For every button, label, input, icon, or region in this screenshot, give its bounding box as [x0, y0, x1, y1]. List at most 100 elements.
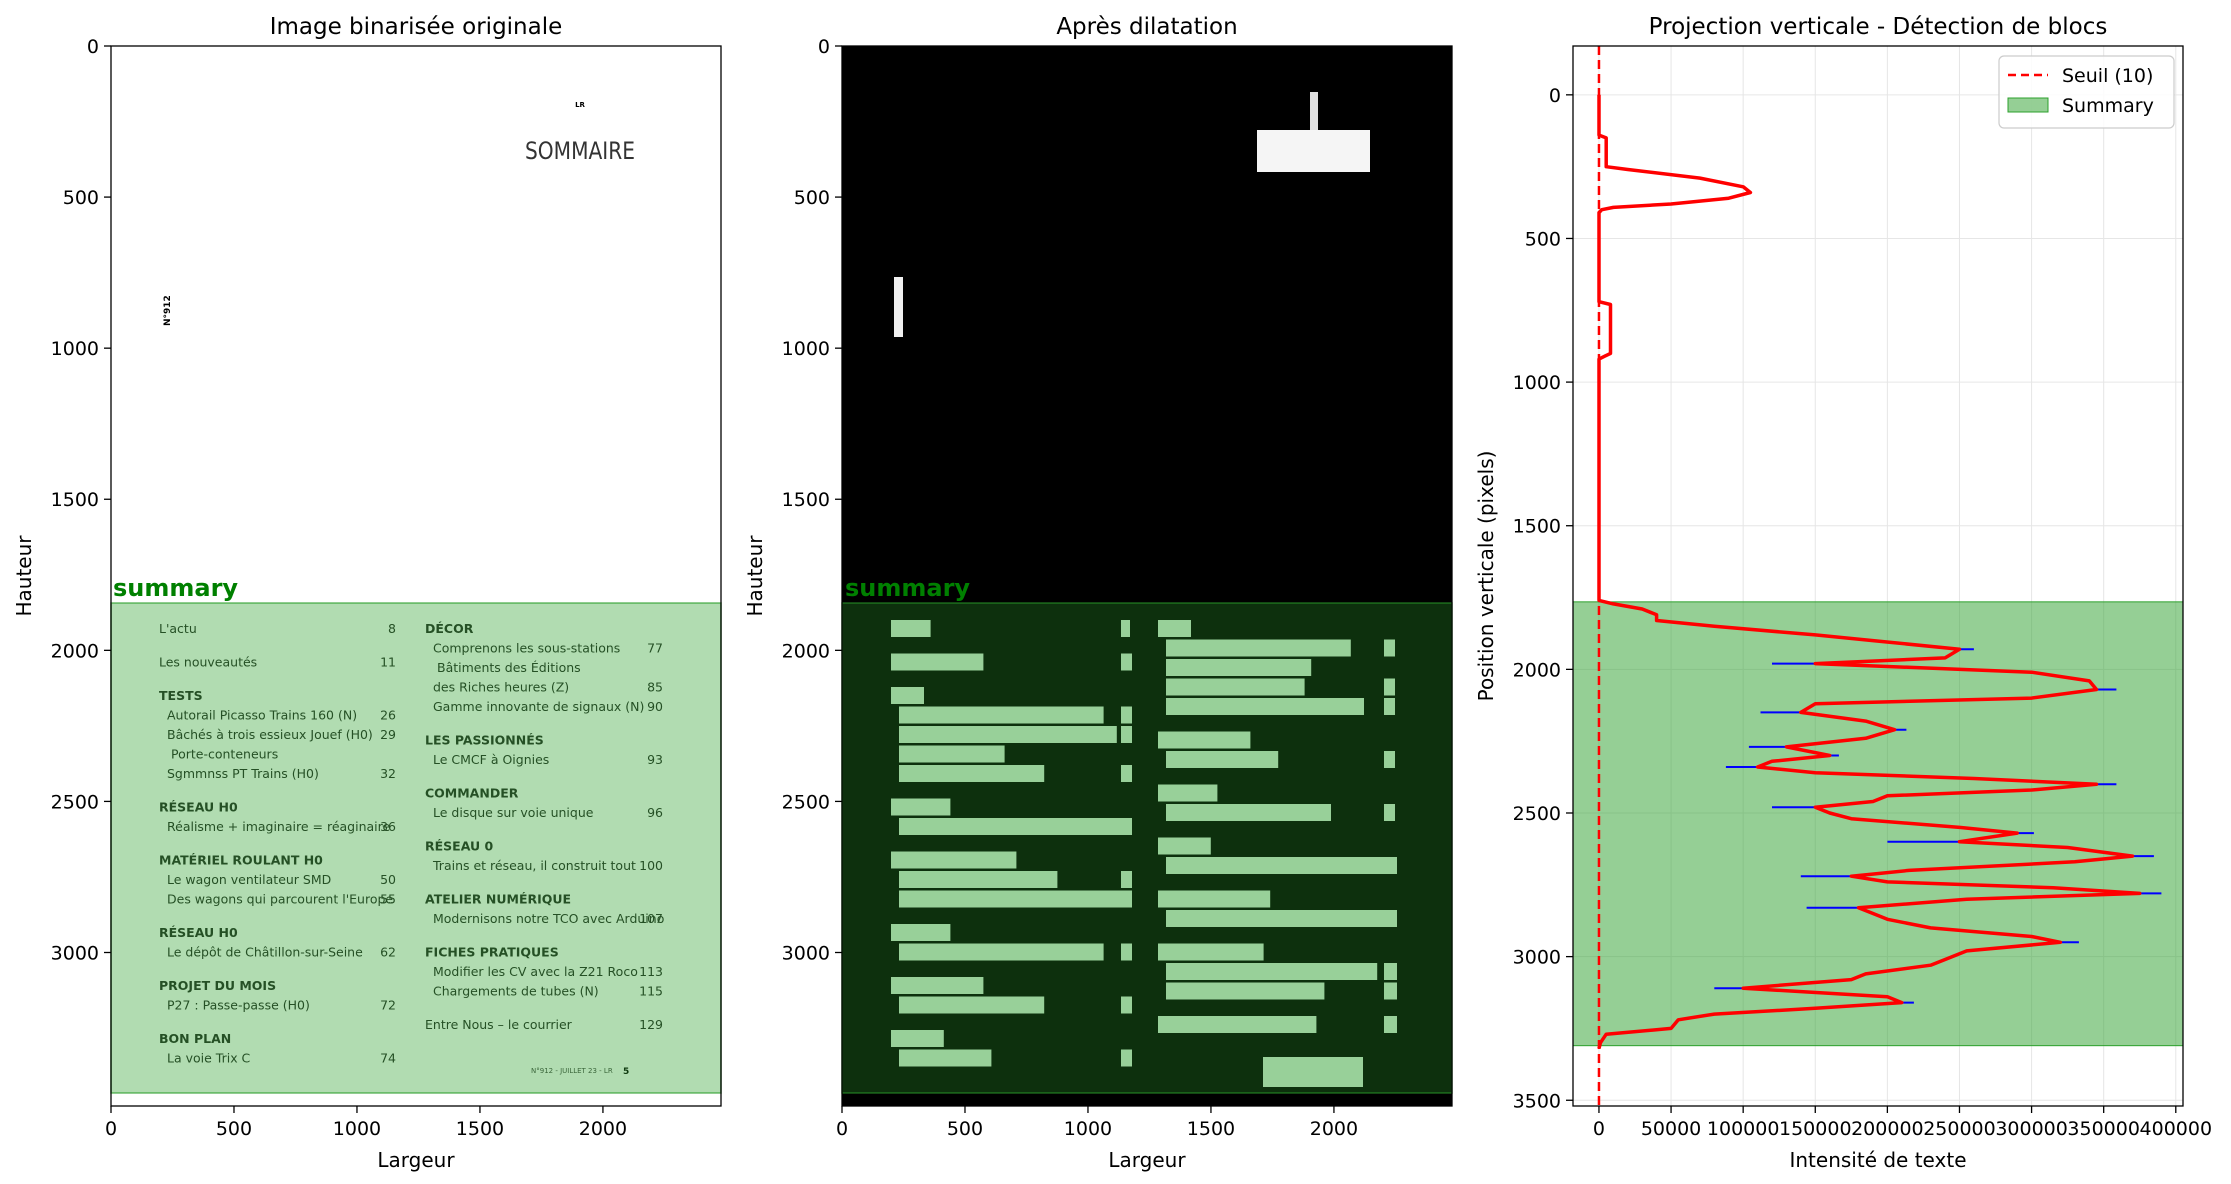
- dilated-line-block: [899, 871, 1058, 888]
- legend-summary-swatch: [2007, 97, 2049, 113]
- panel-2-xtick-label: 1500: [1187, 1118, 1235, 1140]
- document-heading: SOMMAIRE: [525, 137, 635, 165]
- toc-page-number: 72: [380, 998, 396, 1013]
- panel-1-ytick-label: 3000: [51, 942, 99, 964]
- panel-1-ylabel: Hauteur: [12, 535, 36, 617]
- toc-section-heading: COMMANDER: [425, 786, 519, 801]
- panel-dilated: Après dilatation summary 0 500 1000 1500 200…: [743, 14, 1453, 1172]
- panel-3-title: Projection verticale - Détection de bloc…: [1649, 14, 2108, 40]
- panel-1-xtick-label: 1500: [456, 1118, 504, 1140]
- panel-2-ytick-label: 2500: [782, 791, 830, 813]
- dilated-line-block: [1166, 639, 1351, 657]
- panel-3-xtick-label: 400000: [2140, 1118, 2213, 1140]
- panel-2-ytick-label: 3000: [782, 942, 830, 964]
- panel-1-ytick-label: 1500: [51, 489, 99, 511]
- toc-page-number: 129: [639, 1017, 663, 1032]
- summary-region-overlay: [110, 602, 722, 1094]
- panel-2-ytick-label: 1500: [782, 489, 830, 511]
- toc-entry: Le dépôt de Châtillon-sur-Seine: [167, 945, 363, 960]
- dilated-line-block: [891, 687, 924, 704]
- panel-projection: Projection verticale - Détection de bloc…: [1474, 14, 2212, 1172]
- dilated-line-block: [899, 890, 1124, 908]
- dilated-line-block: [1158, 1016, 1317, 1033]
- panel-1-xtick-label: 0: [105, 1118, 117, 1140]
- panel-3-ytick-label: 500: [1525, 228, 1561, 250]
- panel-1-ytick-label: 2000: [51, 640, 99, 662]
- dilated-line-block: [1166, 698, 1364, 715]
- dilated-line-block: [1158, 837, 1211, 855]
- toc-page-number: 74: [380, 1051, 396, 1066]
- panel-2-ytick-label: 500: [794, 187, 830, 209]
- panel-3-xlabel: Intensité de texte: [1789, 1148, 1966, 1172]
- summary-region-label: summary: [113, 574, 238, 602]
- panel-3-ytick-label: 0: [1549, 85, 1561, 107]
- panel-1-xtick-label: 1000: [333, 1118, 381, 1140]
- toc-page-number: 8: [388, 621, 396, 636]
- dilated-line-block: [1166, 910, 1391, 927]
- toc-page-number: 113: [639, 964, 663, 979]
- dilated-line-block: [899, 706, 1104, 724]
- toc-entry: L'actu: [159, 621, 197, 636]
- dilated-number-block: [1121, 706, 1132, 724]
- legend-threshold-label: Seuil (10): [2062, 65, 2153, 87]
- toc-section-heading: LES PASSIONNÉS: [425, 733, 544, 748]
- legend: Seuil (10) Summary: [1998, 55, 2175, 129]
- dilated-number-block: [1384, 910, 1397, 927]
- panel-3-ylabel: Position verticale (pixels): [1474, 451, 1498, 702]
- dilated-number-block: [1384, 963, 1397, 980]
- dilated-line-block: [1166, 804, 1331, 821]
- dilated-heading-block: [1257, 130, 1370, 172]
- panel-2-ylabel: Hauteur: [743, 535, 767, 617]
- dilated-line-block: [891, 1030, 944, 1047]
- toc-page-number: 32: [380, 766, 396, 781]
- dilated-line-block: [1158, 620, 1191, 637]
- dilated-line-block: [899, 1049, 992, 1067]
- dilated-line-block: [891, 653, 984, 671]
- summary-region-label-dilated: summary: [845, 574, 970, 602]
- panel-2-axes: 0 500 1000 1500 2000 0 500 1000 1500 2000 2500 3000: [782, 36, 1358, 1140]
- toc-entry: Sgmmnss PT Trains (H0): [167, 766, 319, 781]
- panel-1-frame: [110, 45, 722, 1107]
- panel-1-axes: 0 500 1000 1500 2000 0 500 1000 1500 2000 2500 3000: [51, 36, 627, 1140]
- toc-entry: Comprenons les sous-stations: [433, 641, 620, 656]
- panel-3-ytick-label: 1500: [1513, 516, 1561, 538]
- toc-section-heading: PROJET DU MOIS: [159, 978, 276, 993]
- smoothed-projection-line: [1597, 94, 2142, 1049]
- toc-entry: Autorail Picasso Trains 160 (N): [167, 708, 357, 723]
- dilated-text-blocks: [891, 92, 1397, 1087]
- document-footer-page: 5: [623, 1067, 629, 1077]
- dilated-number-block: [1384, 1016, 1397, 1033]
- panel-3-xtick-label: 150000: [1779, 1118, 1852, 1140]
- panel-2-title: Après dilatation: [1056, 14, 1237, 40]
- panel-2-xtick-label: 500: [947, 1118, 983, 1140]
- dilated-number-block: [1121, 620, 1130, 637]
- panel-3-xtick-label: 350000: [2067, 1118, 2140, 1140]
- toc-page-number: 93: [647, 752, 663, 767]
- dilated-number-block: [1121, 943, 1132, 961]
- dilated-line-block: [891, 851, 1017, 869]
- panel-2-xlabel: Largeur: [1108, 1148, 1186, 1172]
- toc-section-heading: TESTS: [159, 688, 203, 703]
- panel-3-xtick-label: 250000: [1923, 1118, 1996, 1140]
- dilated-number-block: [1121, 996, 1132, 1014]
- dilated-number-block: [1121, 890, 1132, 908]
- dilated-line-block: [891, 798, 951, 816]
- summary-region-overlay-dilated: [841, 602, 1453, 1094]
- dilated-line-block: [1166, 963, 1378, 980]
- panel-2-ytick-label: 0: [818, 36, 830, 58]
- dilated-line-block: [1166, 857, 1397, 874]
- dilated-line-block: [1158, 890, 1271, 908]
- toc-page-number: 96: [647, 805, 663, 820]
- dilated-number-block: [1121, 1049, 1132, 1067]
- toc-entry: P27 : Passe-passe (H0): [167, 998, 310, 1013]
- toc-page-number: 62: [380, 945, 396, 960]
- dilated-number-block: [1121, 871, 1132, 888]
- dilated-number-block: [1384, 639, 1395, 657]
- dilated-line-block: [1166, 678, 1305, 696]
- toc-entry: Le disque sur voie unique: [433, 805, 594, 820]
- panel-2-xtick-label: 2000: [1310, 1118, 1358, 1140]
- panel-2-xtick-label: 0: [836, 1118, 848, 1140]
- panel-2-frame: [841, 45, 1453, 1107]
- panel-1-title: Image binarisée originale: [270, 14, 563, 40]
